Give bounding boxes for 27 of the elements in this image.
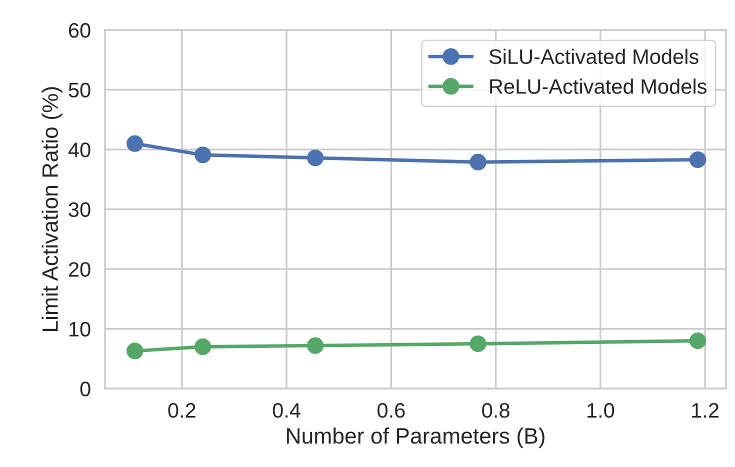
y-tick-label: 50 [68,82,90,98]
x-tick-label: 1.0 [588,403,614,418]
point [470,335,486,352]
legend-label: SiLU-Activated Models [489,48,698,64]
y-tick-label: 10 [70,322,90,337]
y-tick-label: 40 [68,142,90,158]
y-tick-label: 30 [68,202,90,218]
legend-label: ReLU-Activated Models [490,78,707,94]
x-axis-title: Number of Parameters (B) [287,427,544,448]
x-tick-label: 0.8 [482,403,510,418]
point [194,146,212,164]
point [306,150,324,166]
y-tick-label: 20 [68,262,90,277]
y-tick-label: 0 [80,382,90,396]
point [126,342,144,360]
y-axis-title: Limit Activation Ratio (%) [42,87,62,331]
point [689,151,706,168]
x-tick-label: 0.2 [168,403,196,418]
x-tick-label: 0.4 [272,403,300,418]
point [126,135,144,152]
point [306,337,324,354]
point [689,332,706,350]
y-tick-label: 60 [69,23,90,38]
point [194,338,212,356]
x-tick-label: 1.2 [692,403,719,418]
x-tick-label: 0.6 [378,403,405,418]
point [470,154,486,170]
